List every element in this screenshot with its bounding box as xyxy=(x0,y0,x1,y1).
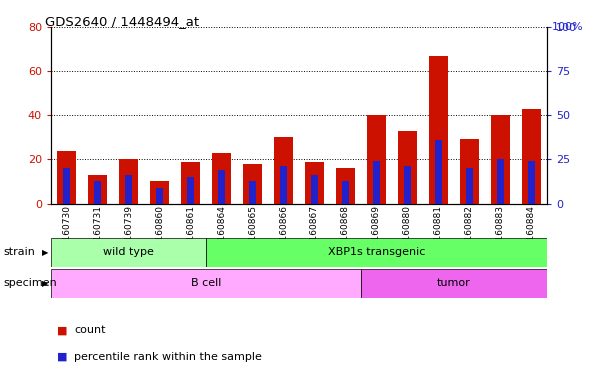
Text: ▶: ▶ xyxy=(41,248,48,257)
Bar xyxy=(63,168,70,204)
Text: ■: ■ xyxy=(57,352,67,362)
Text: strain: strain xyxy=(3,247,35,258)
Text: ■: ■ xyxy=(57,325,67,335)
Bar xyxy=(522,109,541,204)
Bar xyxy=(125,175,132,204)
Bar xyxy=(206,238,547,267)
Bar xyxy=(119,159,138,204)
Bar xyxy=(460,139,479,204)
Text: count: count xyxy=(74,325,105,335)
Bar xyxy=(311,175,318,204)
Bar xyxy=(212,153,231,204)
Bar xyxy=(51,238,206,267)
Bar xyxy=(361,269,547,298)
Bar xyxy=(429,56,448,204)
Bar xyxy=(466,168,473,204)
Bar xyxy=(249,180,256,204)
Bar xyxy=(373,161,380,204)
Bar xyxy=(188,177,194,204)
Bar xyxy=(243,164,262,204)
Text: XBP1s transgenic: XBP1s transgenic xyxy=(328,247,425,258)
Bar xyxy=(491,115,510,204)
Text: 100%: 100% xyxy=(552,22,584,32)
Text: tumor: tumor xyxy=(437,278,471,288)
Text: percentile rank within the sample: percentile rank within the sample xyxy=(74,352,262,362)
Bar xyxy=(156,188,163,204)
Bar xyxy=(435,140,442,204)
Bar xyxy=(57,151,76,204)
Bar xyxy=(218,170,225,204)
Bar xyxy=(150,182,169,204)
Bar xyxy=(94,180,101,204)
Bar xyxy=(182,162,200,204)
Bar xyxy=(367,115,386,204)
Bar xyxy=(404,166,410,204)
Bar xyxy=(342,180,349,204)
Bar xyxy=(280,166,287,204)
Text: GDS2640 / 1448494_at: GDS2640 / 1448494_at xyxy=(45,15,199,28)
Text: wild type: wild type xyxy=(103,247,154,258)
Bar xyxy=(51,269,361,298)
Text: specimen: specimen xyxy=(3,278,56,288)
Bar xyxy=(528,161,535,204)
Bar xyxy=(88,175,107,204)
Bar xyxy=(497,159,504,204)
Bar xyxy=(336,168,355,204)
Bar xyxy=(274,137,293,204)
Text: B cell: B cell xyxy=(191,278,221,288)
Text: ▶: ▶ xyxy=(41,279,48,288)
Bar xyxy=(398,131,416,204)
Bar xyxy=(305,162,324,204)
